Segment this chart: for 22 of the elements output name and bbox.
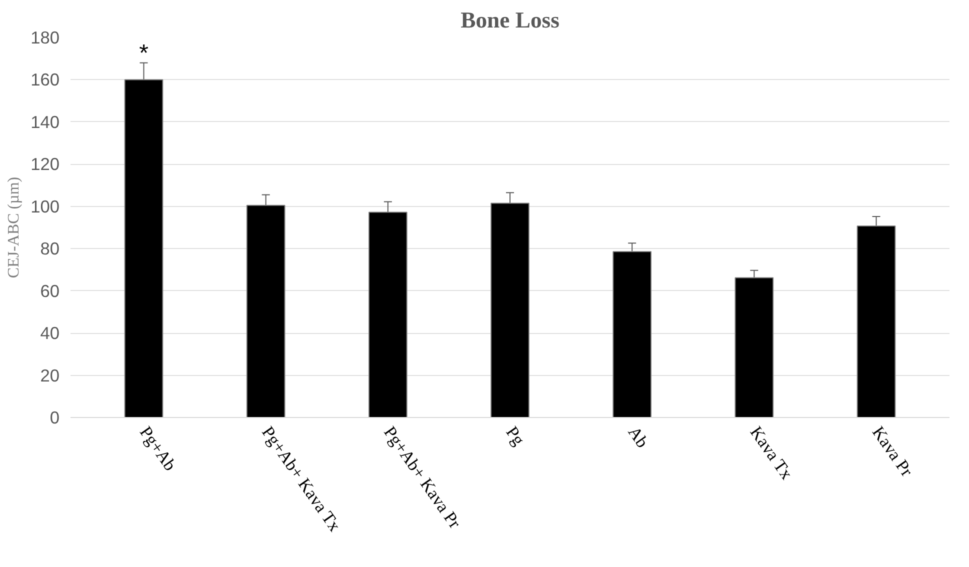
y-tick-label: 140 bbox=[30, 112, 60, 132]
y-tick-label: 60 bbox=[40, 280, 60, 301]
bar bbox=[368, 212, 408, 418]
bar bbox=[124, 79, 164, 418]
chart-title: Bone Loss bbox=[460, 8, 560, 32]
y-tick-label: 120 bbox=[30, 154, 60, 174]
bar bbox=[490, 202, 530, 418]
bar bbox=[734, 277, 774, 418]
bar bbox=[246, 204, 286, 418]
x-tick-label: Ab bbox=[624, 423, 652, 452]
y-tick-label: 40 bbox=[40, 323, 60, 344]
x-tick-label: Pg bbox=[502, 423, 528, 450]
y-tick-label: 100 bbox=[30, 196, 60, 216]
bar bbox=[856, 226, 896, 418]
y-tick-label: 160 bbox=[30, 70, 60, 90]
y-axis-title: CEJ-ABC (µm) bbox=[6, 176, 23, 278]
y-tick-label: 20 bbox=[40, 365, 60, 386]
annotation: * bbox=[139, 40, 148, 67]
y-tick-label: 180 bbox=[30, 28, 60, 48]
bar bbox=[612, 251, 652, 418]
y-tick-label: 80 bbox=[40, 238, 60, 259]
y-tick-label: 0 bbox=[50, 408, 60, 428]
